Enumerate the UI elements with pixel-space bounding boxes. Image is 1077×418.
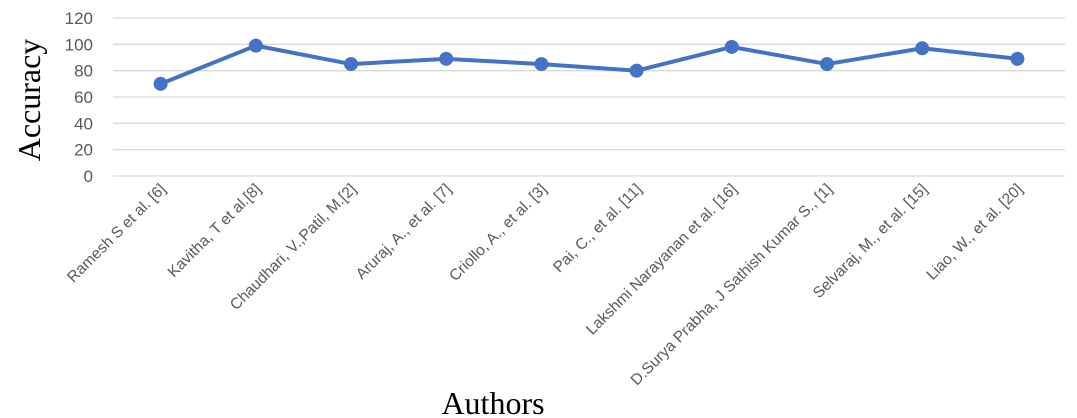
series-line <box>158 43 1020 86</box>
data-point <box>534 57 549 72</box>
x-tick-labels: Ramesh S et al. [6]Kavitha, T et al.[8] C… <box>64 181 1026 389</box>
x-tick-label: Criollo, A., et al. [3] <box>446 181 550 285</box>
x-tick-label: Pai, C., et al. [11] <box>550 181 645 276</box>
data-point <box>820 57 834 72</box>
y-tick-label: 60 <box>74 88 93 107</box>
data-point <box>629 63 644 78</box>
y-tick-label: 80 <box>74 62 93 81</box>
x-tick-label: Aruraj, A., et al. [7] <box>353 181 455 283</box>
data-point <box>153 76 168 91</box>
x-tick-label: Liao, W., et al. [20] <box>923 181 1026 284</box>
x-axis-title: Authors <box>441 385 544 418</box>
data-point <box>724 39 739 54</box>
data-point <box>1010 51 1025 66</box>
series-layer <box>153 38 1025 91</box>
y-tick-label: 120 <box>65 9 93 28</box>
data-point <box>439 51 454 66</box>
y-tick-label: 20 <box>74 141 93 160</box>
x-tick-label: Lakshmi Narayanan et al. [16] <box>583 181 741 339</box>
gridlines <box>113 17 1065 177</box>
x-tick-label: Kavitha, T et al.[8] <box>165 181 265 281</box>
y-tick-label: 0 <box>84 167 93 186</box>
data-point <box>915 41 930 56</box>
y-tick-labels: 0 20 40 60 80 100 120 <box>65 9 93 186</box>
y-tick-label: 40 <box>74 114 93 133</box>
data-point <box>248 38 263 53</box>
x-tick-label: Ramesh S et al. [6] <box>64 181 169 286</box>
y-axis-title: Accuracy <box>11 39 47 162</box>
x-tick-label: D.Surya Prabha, J Sathish Kumar S., [1] <box>628 181 836 389</box>
data-point <box>344 57 358 72</box>
y-tick-label: 100 <box>65 35 93 54</box>
